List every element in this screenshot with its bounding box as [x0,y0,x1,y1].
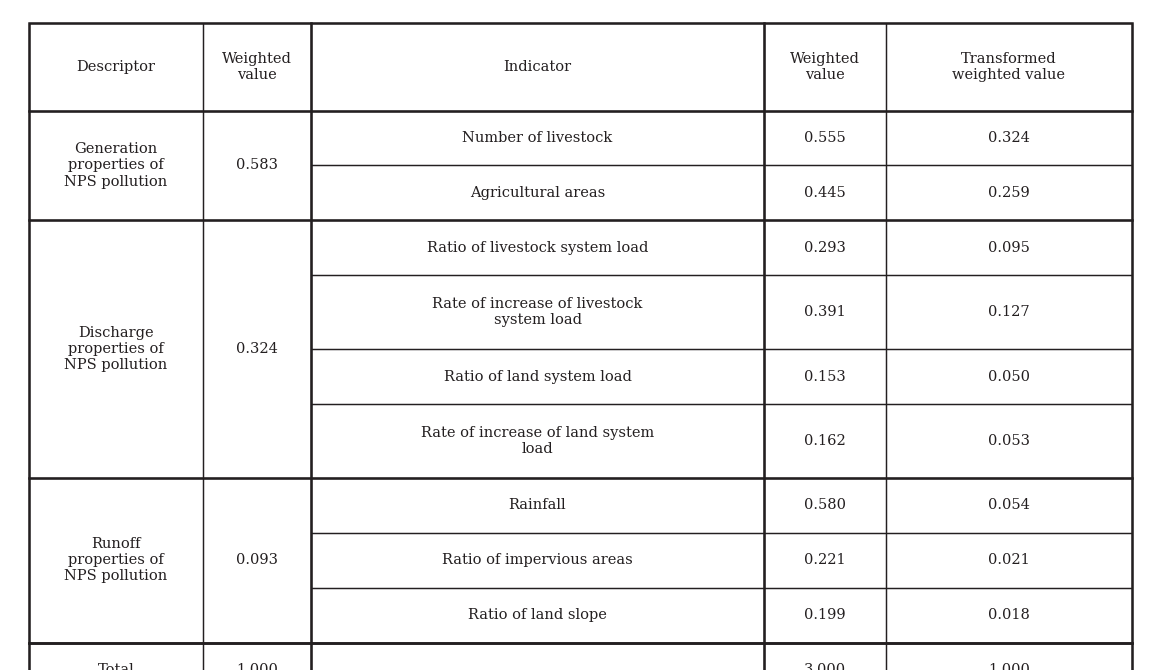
Bar [764,478,886,533]
Bar [886,533,1132,588]
Text: Rainfall: Rainfall [509,498,567,512]
Bar [311,165,764,220]
Bar [886,275,1132,349]
Text: 0.050: 0.050 [988,370,1030,383]
Text: 0.583: 0.583 [236,159,279,172]
Bar [29,643,203,670]
Bar [29,478,203,643]
Text: 3.000: 3.000 [803,663,846,670]
Bar [764,588,886,643]
Text: 0.093: 0.093 [236,553,279,567]
Bar [311,275,764,349]
Bar [764,23,886,111]
Text: 0.018: 0.018 [988,608,1030,622]
Bar [886,349,1132,404]
Bar [311,533,764,588]
Text: Indicator: Indicator [504,60,571,74]
Text: 0.555: 0.555 [805,131,845,145]
Text: 0.324: 0.324 [988,131,1030,145]
Text: Number of livestock: Number of livestock [462,131,613,145]
Bar [886,478,1132,533]
Text: 0.162: 0.162 [805,434,845,448]
Bar [764,349,886,404]
Bar [886,404,1132,478]
Text: 0.324: 0.324 [236,342,279,356]
Text: Runoff
properties of
NPS pollution: Runoff properties of NPS pollution [65,537,167,584]
Bar [886,643,1132,670]
Text: 0.293: 0.293 [803,241,846,255]
Text: 0.021: 0.021 [988,553,1030,567]
Text: Rate of increase of land system
load: Rate of increase of land system load [421,425,654,456]
Bar [764,111,886,165]
Bar [764,643,886,670]
Bar [203,643,311,670]
Bar [886,111,1132,165]
Text: 0.391: 0.391 [805,306,845,319]
Text: 0.053: 0.053 [988,434,1030,448]
Text: 0.153: 0.153 [805,370,845,383]
Bar [311,111,764,165]
Text: 0.445: 0.445 [805,186,845,200]
Text: Descriptor: Descriptor [77,60,156,74]
Bar [764,404,886,478]
Bar [203,23,311,111]
Bar [311,404,764,478]
Bar [886,23,1132,111]
Bar [29,220,203,478]
Text: 0.127: 0.127 [988,306,1030,319]
Bar [764,533,886,588]
Bar [29,111,203,220]
Bar [311,349,764,404]
Bar [311,220,764,275]
Text: Weighted
value: Weighted value [222,52,293,82]
Bar [311,478,764,533]
Bar [764,165,886,220]
Text: 0.580: 0.580 [803,498,846,512]
Text: 0.199: 0.199 [805,608,845,622]
Text: Ratio of impervious areas: Ratio of impervious areas [442,553,633,567]
Bar [29,23,203,111]
Bar [886,220,1132,275]
Text: Transformed
weighted value: Transformed weighted value [952,52,1066,82]
Bar [764,275,886,349]
Text: 0.221: 0.221 [805,553,845,567]
Text: 1.000: 1.000 [988,663,1030,670]
Text: 0.259: 0.259 [988,186,1030,200]
Text: Agricultural areas: Agricultural areas [470,186,605,200]
Text: Ratio of land slope: Ratio of land slope [468,608,607,622]
Bar [886,588,1132,643]
Bar [203,478,311,643]
Text: 0.095: 0.095 [988,241,1030,255]
Bar [764,220,886,275]
Bar [311,588,764,643]
Text: 0.054: 0.054 [988,498,1030,512]
Text: Total: Total [98,663,135,670]
Text: 1.000: 1.000 [236,663,279,670]
Text: Ratio of livestock system load: Ratio of livestock system load [427,241,648,255]
Bar [311,23,764,111]
Bar [203,111,311,220]
Text: Generation
properties of
NPS pollution: Generation properties of NPS pollution [65,142,167,189]
Text: Rate of increase of livestock
system load: Rate of increase of livestock system loa… [432,297,643,328]
Bar [886,165,1132,220]
Text: Discharge
properties of
NPS pollution: Discharge properties of NPS pollution [65,326,167,373]
Bar [311,643,764,670]
Text: Weighted
value: Weighted value [789,52,860,82]
Bar [203,220,311,478]
Text: Ratio of land system load: Ratio of land system load [444,370,632,383]
